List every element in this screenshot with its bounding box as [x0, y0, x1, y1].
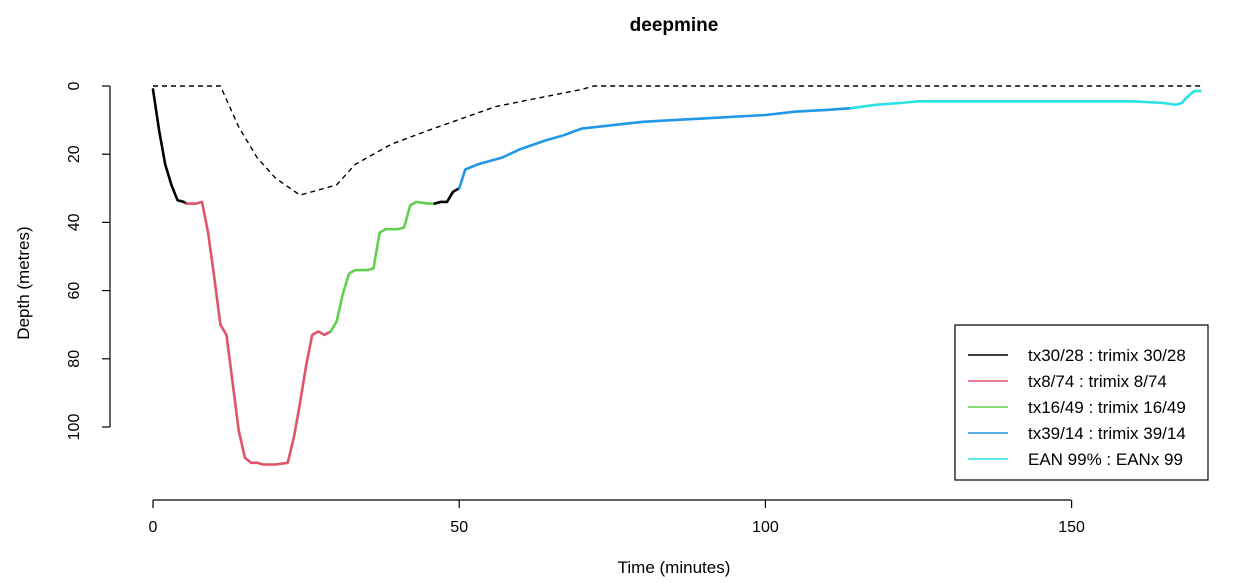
- series-line-5: [849, 89, 1202, 110]
- y-axis-label: Depth (metres): [14, 226, 33, 339]
- y-axis: 0 20 40 60 80 100: [66, 81, 111, 440]
- x-ticks: 0 50 100 150: [149, 500, 1085, 536]
- x-tick-label: 150: [1058, 519, 1085, 536]
- y-tick-label: 80: [66, 350, 83, 368]
- legend-label: tx30/28 : trimix 30/28: [1028, 346, 1186, 365]
- legend-label: tx16/49 : trimix 16/49: [1028, 398, 1186, 417]
- x-tick-label: 50: [450, 519, 468, 536]
- series-line-0: [151, 88, 188, 205]
- series-line-1: [185, 200, 332, 466]
- y-tick-label: 0: [66, 81, 83, 90]
- legend-label: tx39/14 : trimix 39/14: [1028, 424, 1186, 443]
- plot-area: [151, 85, 1202, 466]
- y-tick-label: 40: [66, 213, 83, 231]
- x-axis: 0 50 100 150: [149, 499, 1085, 536]
- legend-label: EAN 99% : EANx 99: [1028, 450, 1183, 469]
- y-tick-label: 100: [66, 414, 83, 441]
- y-ticks: 0 20 40 60 80 100: [66, 81, 110, 440]
- chart-title: deepmine: [630, 15, 719, 36]
- ceiling-line: [153, 85, 1201, 196]
- legend-box: [954, 324, 1209, 481]
- x-axis-label: Time (minutes): [618, 558, 731, 577]
- legend-label: tx8/74 : trimix 8/74: [1028, 372, 1167, 391]
- legend: tx30/28 : trimix 30/28 tx8/74 : trimix 8/…: [954, 324, 1209, 481]
- y-tick-label: 20: [66, 145, 83, 163]
- series-line-3: [433, 187, 461, 205]
- x-tick-label: 0: [149, 519, 158, 536]
- y-tick-label: 60: [66, 282, 83, 300]
- series-line-4: [457, 106, 853, 190]
- x-tick-label: 100: [752, 519, 779, 536]
- series-line-2: [329, 200, 437, 333]
